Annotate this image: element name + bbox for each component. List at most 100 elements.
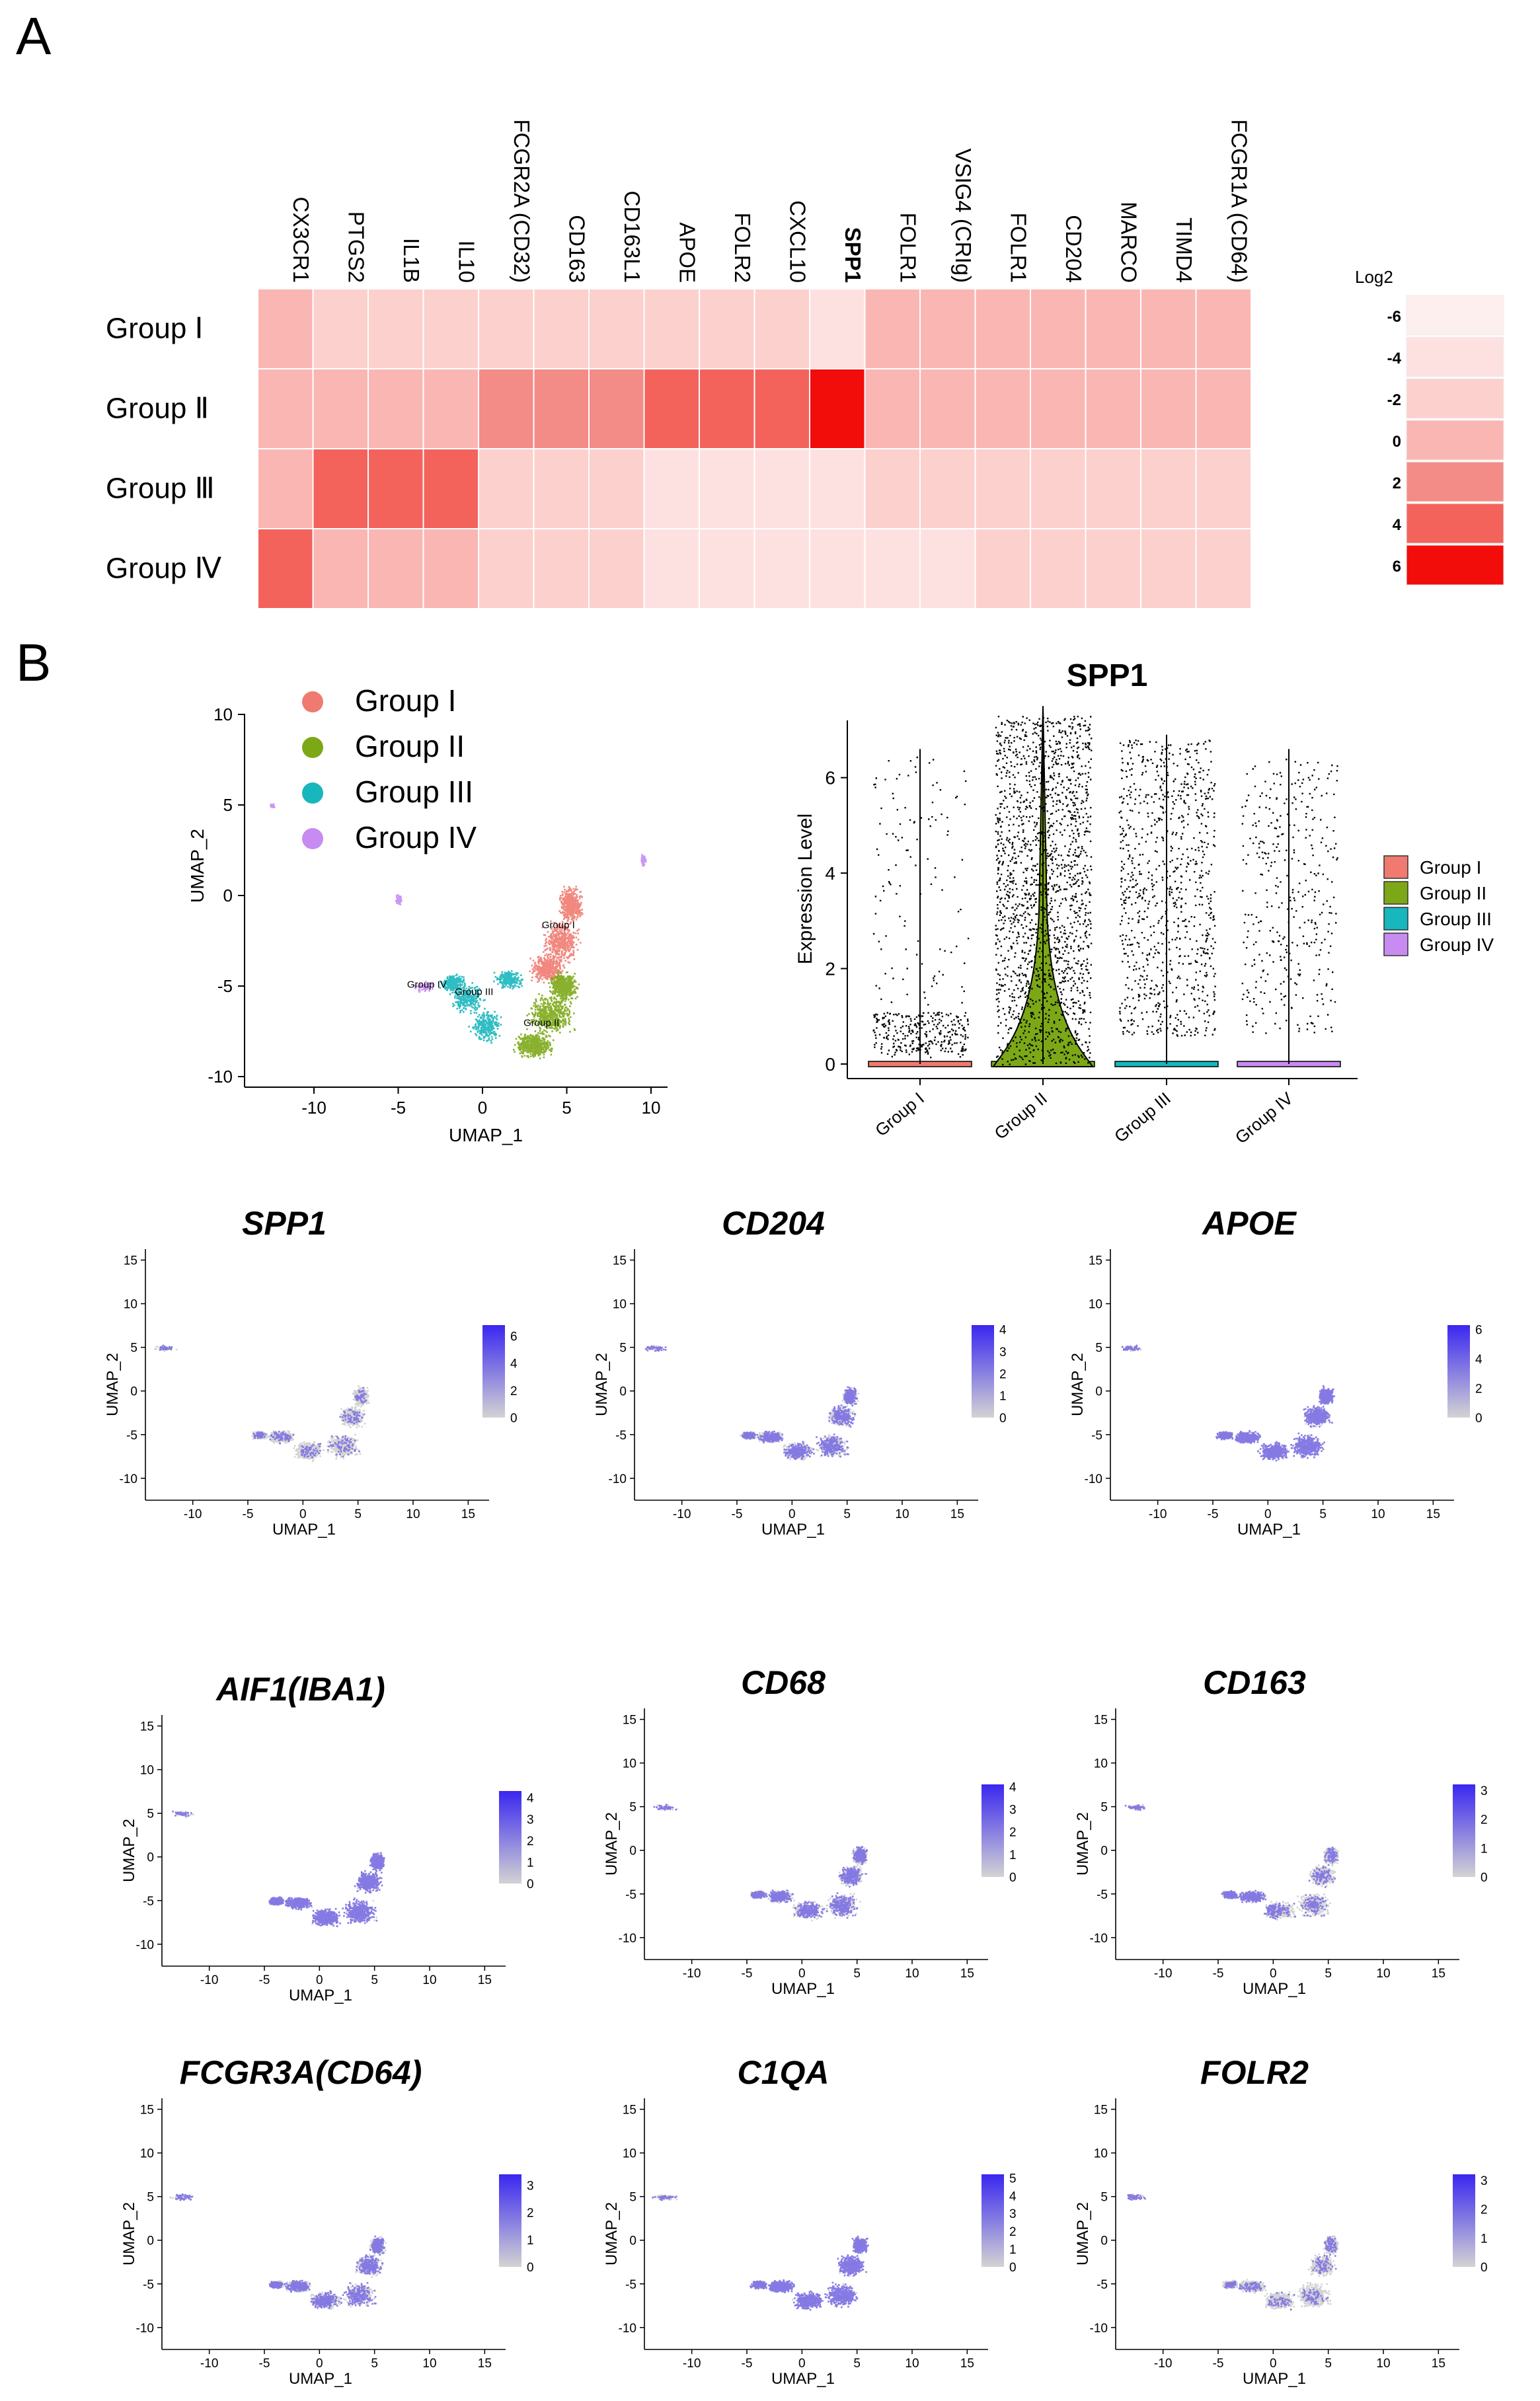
- feature-scale-label: 2: [1009, 2225, 1017, 2239]
- feature-x-tick-label: 0: [798, 2357, 806, 2371]
- feature-x-tick-label: -10: [683, 1967, 701, 1981]
- legend-level: 6: [1393, 558, 1401, 576]
- feature-x-tick-label: 0: [299, 1507, 307, 1521]
- feature-y-tick-label: -5: [1091, 1429, 1102, 1443]
- violin-x-tick-label: Group IV: [1231, 1088, 1297, 1147]
- feature-scale-label: 0: [510, 1412, 518, 1426]
- feature-cells-high: [172, 1810, 385, 1927]
- heatmap-cell: [1030, 368, 1087, 449]
- feature-scale-label: 3: [1481, 1784, 1488, 1798]
- feature-title: AIF1(IBA1): [215, 1671, 385, 1708]
- heatmap-cell: [919, 528, 976, 609]
- heatmap-cell: [422, 288, 479, 369]
- feature-plot: APOE -10 -5 0 5 10 15 15 10 5 0 -5 -10 UMAP_1 UMAP_2 6 4…: [1069, 1205, 1482, 1539]
- feature-x-tick-label: 5: [853, 1967, 861, 1981]
- feature-ylabel: UMAP_2: [1074, 1812, 1092, 1876]
- feature-cells-high: [1122, 1344, 1335, 1462]
- legend-level: -4: [1387, 350, 1402, 367]
- umap-y-tick-label: -5: [217, 976, 233, 996]
- feature-x-tick-label: -5: [259, 1973, 270, 1987]
- feature-y-tick-label: 10: [623, 1757, 636, 1771]
- violin-legend-swatch: [1383, 855, 1408, 879]
- heatmap-cell: [257, 288, 314, 369]
- heatmap-cell: [367, 448, 424, 529]
- heatmap-cell: [974, 528, 1031, 609]
- heatmap-cell: [699, 448, 755, 529]
- feature-scale-label: 3: [527, 1813, 534, 1827]
- feature-x-tick-label: 10: [1371, 1507, 1385, 1521]
- feature-x-tick-label: 15: [478, 1973, 492, 1987]
- feature-scale-label: 2: [999, 1367, 1007, 1381]
- group-label: Group Ⅰ: [106, 313, 204, 345]
- feature-y-tick-label: 15: [623, 2104, 636, 2117]
- umap-ylabel: UMAP_2: [187, 829, 208, 903]
- umap-cluster-label: Group I: [542, 919, 575, 931]
- feature-scale-label: 2: [1481, 2203, 1488, 2217]
- feature-color-scale: [499, 1791, 521, 1884]
- violin-legend-label: Group II: [1420, 883, 1486, 903]
- feature-scale-label: 4: [510, 1357, 518, 1371]
- gene-label: CX3CR1: [289, 197, 313, 283]
- feature-scale-label: 2: [1475, 1383, 1482, 1396]
- heatmap-cell: [1140, 448, 1197, 529]
- heatmap-cell: [1085, 288, 1141, 369]
- feature-x-tick-label: -10: [673, 1507, 691, 1521]
- heatmap-cell: [974, 288, 1031, 369]
- feature-scale-label: 2: [527, 2207, 534, 2221]
- violin-legend-swatch: [1383, 907, 1408, 931]
- feature-y-tick-label: -5: [625, 1888, 636, 1902]
- panel-label-a: A: [16, 7, 52, 65]
- legend-level: -6: [1387, 308, 1401, 326]
- feature-y-tick-label: 10: [1094, 2147, 1108, 2161]
- feature-scale-label: 4: [1475, 1353, 1482, 1367]
- violin-y-tick-label: 6: [825, 768, 835, 788]
- heatmap-cell: [478, 288, 535, 369]
- violin-legend-label: Group IV: [1420, 934, 1494, 955]
- violin-legend: Group I Group II Group III Group IV: [1383, 855, 1494, 956]
- feature-scale-label: 1: [999, 1390, 1007, 1404]
- feature-x-tick-label: 10: [895, 1507, 909, 1521]
- feature-xlabel: UMAP_1: [771, 1980, 835, 1998]
- heatmap-cell: [643, 528, 700, 609]
- feature-y-tick-label: -10: [1090, 1932, 1108, 1946]
- feature-x-tick-label: 15: [960, 1967, 974, 1981]
- heatmap-cell: [312, 288, 369, 369]
- heatmap-cell: [1195, 368, 1252, 449]
- heatmap-legend: Log2 -6 -4 -2 0 2 4 6: [1355, 267, 1504, 586]
- feature-scale-label: 6: [510, 1330, 518, 1344]
- feature-scale-label: 1: [527, 2234, 534, 2248]
- feature-x-tick-label: -10: [683, 2357, 701, 2371]
- feature-y-tick-label: 5: [130, 1342, 137, 1355]
- feature-scale-label: 4: [999, 1324, 1007, 1338]
- feature-plots: SPP1-10 -5 0 5 10 15151050-5-10UMAP_1UMAP_264…: [104, 1205, 1488, 2388]
- gene-label: FOLR2: [730, 213, 755, 283]
- feature-xlabel: UMAP_1: [289, 1987, 352, 2004]
- gene-label: CD204: [1061, 215, 1086, 283]
- feature-x-tick-label: 0: [316, 2357, 323, 2371]
- violin-x-tick-label: Group III: [1110, 1088, 1174, 1147]
- feature-y-tick-label: -10: [619, 2322, 636, 2336]
- heatmap-cell: [753, 368, 810, 449]
- heatmap-cell: [588, 288, 645, 369]
- violin-x-tick-label: Group I: [871, 1088, 928, 1141]
- feature-plot: AIF1(IBA1)-10 -5 0 5 10 15151050-5-10UMAP_1UM…: [120, 1671, 534, 2004]
- group-label: Group Ⅳ: [106, 553, 222, 585]
- heatmap-cell: [422, 448, 479, 529]
- feature-scale-label: 0: [1475, 1412, 1482, 1426]
- feature-x-tick-label: 10: [1376, 2357, 1390, 2371]
- feature-color-scale: [499, 2174, 521, 2267]
- feature-x-tick-label: 5: [853, 2357, 861, 2371]
- heatmap-cell: [1140, 288, 1197, 369]
- heatmap-cell: [312, 368, 369, 449]
- heatmap-cell: [919, 368, 976, 449]
- umap-legend-dot: [302, 691, 323, 712]
- feature-color-scale: [972, 1325, 994, 1418]
- feature-xlabel: UMAP_1: [1243, 1980, 1306, 1998]
- violin-legend-label: Group I: [1420, 857, 1481, 878]
- umap-x-tick-label: 0: [478, 1098, 487, 1118]
- feature-y-tick-label: 10: [623, 2147, 636, 2161]
- violin-title: SPP1: [1067, 658, 1148, 693]
- feature-x-tick-label: -5: [742, 2357, 753, 2371]
- feature-scale-label: 0: [1481, 2261, 1488, 2275]
